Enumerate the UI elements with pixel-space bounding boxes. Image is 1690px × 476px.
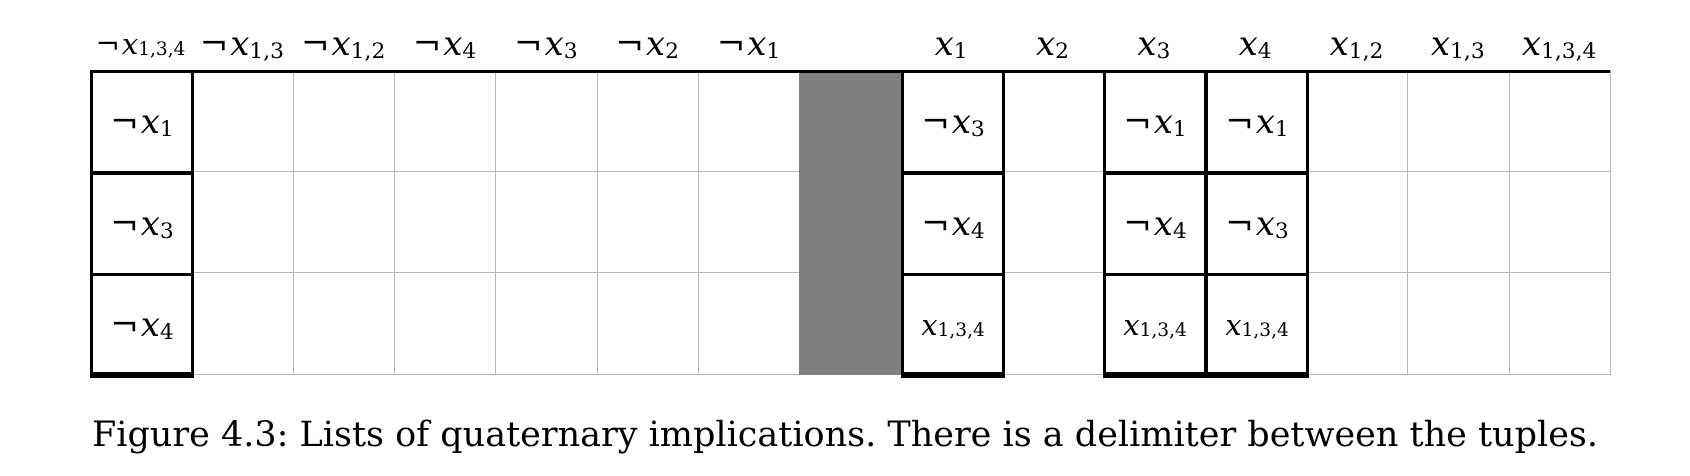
list-entry: ¬ x 4 — [1103, 172, 1207, 276]
list-bottom-bar — [901, 372, 1005, 378]
tuple-delimiter — [799, 70, 901, 375]
grid-top-border — [90, 70, 1610, 73]
grid-column-line — [293, 70, 294, 375]
list-entry: ¬ x 3 — [90, 172, 194, 276]
variable-name: x — [1255, 102, 1275, 142]
list-entry: ¬ x 1 — [1205, 70, 1309, 174]
variable-name: x — [1137, 24, 1157, 64]
negation-symbol: ¬ — [615, 24, 644, 64]
variable-name: x — [1153, 102, 1173, 142]
variable-name: x — [121, 27, 139, 61]
variable-name: x — [544, 24, 564, 64]
variable-name: x — [1329, 24, 1349, 64]
negation-symbol: ¬ — [95, 27, 120, 61]
list-entry: ¬ x 3 — [1205, 172, 1309, 276]
list-bottom-bar — [90, 372, 194, 378]
negation-symbol: ¬ — [1123, 204, 1152, 244]
column-label: ¬ x 3 — [514, 24, 578, 64]
variable-name: x — [1153, 204, 1173, 244]
negation-symbol: ¬ — [921, 204, 950, 244]
variable-name: x — [1123, 308, 1140, 342]
negation-symbol: ¬ — [1225, 102, 1254, 142]
negation-symbol: ¬ — [921, 102, 950, 142]
grid-column-line — [597, 70, 598, 375]
grid-column-line — [1407, 70, 1408, 375]
figure-caption: Figure 4.3: Lists of quaternary implicat… — [91, 415, 1598, 455]
grid-column-line — [1610, 70, 1611, 375]
list-entry: ¬ x 1 — [90, 70, 194, 174]
variable-name: x — [1430, 24, 1451, 64]
negation-symbol: ¬ — [1225, 204, 1254, 244]
variable-name: x — [645, 24, 666, 64]
variable-name: x — [1255, 204, 1275, 244]
variable-name: x — [1238, 24, 1258, 64]
column-label: ¬ x 1 — [716, 24, 781, 64]
grid-column-line — [698, 70, 699, 375]
column-label: ¬ x 4 — [412, 24, 477, 64]
variable-name: x — [140, 305, 160, 345]
column-label: ¬ x 1,2 — [301, 24, 386, 64]
negation-symbol: ¬ — [301, 24, 330, 64]
list-entry: x 1,3,4 — [1205, 273, 1309, 377]
negation-symbol: ¬ — [1123, 102, 1152, 142]
variable-name: x — [1521, 24, 1542, 64]
grid-column-line — [495, 70, 496, 375]
list-entry: x 1,3,4 — [901, 273, 1005, 377]
variable-name: x — [1225, 308, 1242, 342]
grid-column-line — [394, 70, 395, 375]
column-label: x 1,2 — [1329, 24, 1384, 64]
variable-name: x — [747, 24, 767, 64]
negation-symbol: ¬ — [110, 102, 139, 142]
list-entry: ¬ x 1 — [1103, 70, 1207, 174]
variable-name: x — [443, 24, 463, 64]
list-entry: ¬ x 3 — [901, 70, 1005, 174]
variable-name: x — [934, 24, 954, 64]
column-label: ¬ x 2 — [615, 24, 679, 64]
list-entry: ¬ x 4 — [90, 273, 194, 377]
variable-name: x — [140, 102, 160, 142]
negation-symbol: ¬ — [110, 204, 139, 244]
variable-name: x — [331, 24, 351, 64]
list-entry: ¬ x 4 — [901, 172, 1005, 276]
column-label: ¬ x 1,3,4 — [95, 27, 186, 61]
list-entry: x 1,3,4 — [1103, 273, 1207, 377]
variable-name: x — [951, 204, 971, 244]
variable-name: x — [1035, 24, 1056, 64]
column-label: ¬ x 1,3 — [199, 24, 284, 64]
negation-symbol: ¬ — [716, 24, 746, 64]
column-label: x 1,3 — [1430, 24, 1485, 64]
column-label: x 1,3,4 — [1521, 24, 1597, 64]
variable-name: x — [230, 24, 250, 64]
list-bottom-bar — [1205, 372, 1309, 378]
variable-name: x — [951, 102, 971, 142]
variable-name: x — [140, 204, 160, 244]
negation-symbol: ¬ — [412, 24, 442, 64]
negation-symbol: ¬ — [199, 24, 229, 64]
list-bottom-bar — [1103, 372, 1207, 378]
implication-grid: ¬ x 1 ¬ x 3 ¬ x 4 ¬ x 3 ¬ x 4 x 1,3,4 ¬ x 1 ¬ x 4 x 1,3,4 ¬ x 1 ¬ x 3 x… — [90, 70, 1611, 378]
variable-name: x — [921, 308, 938, 342]
negation-symbol: ¬ — [110, 305, 139, 345]
negation-symbol: ¬ — [514, 24, 543, 64]
grid-column-line — [1509, 70, 1510, 375]
